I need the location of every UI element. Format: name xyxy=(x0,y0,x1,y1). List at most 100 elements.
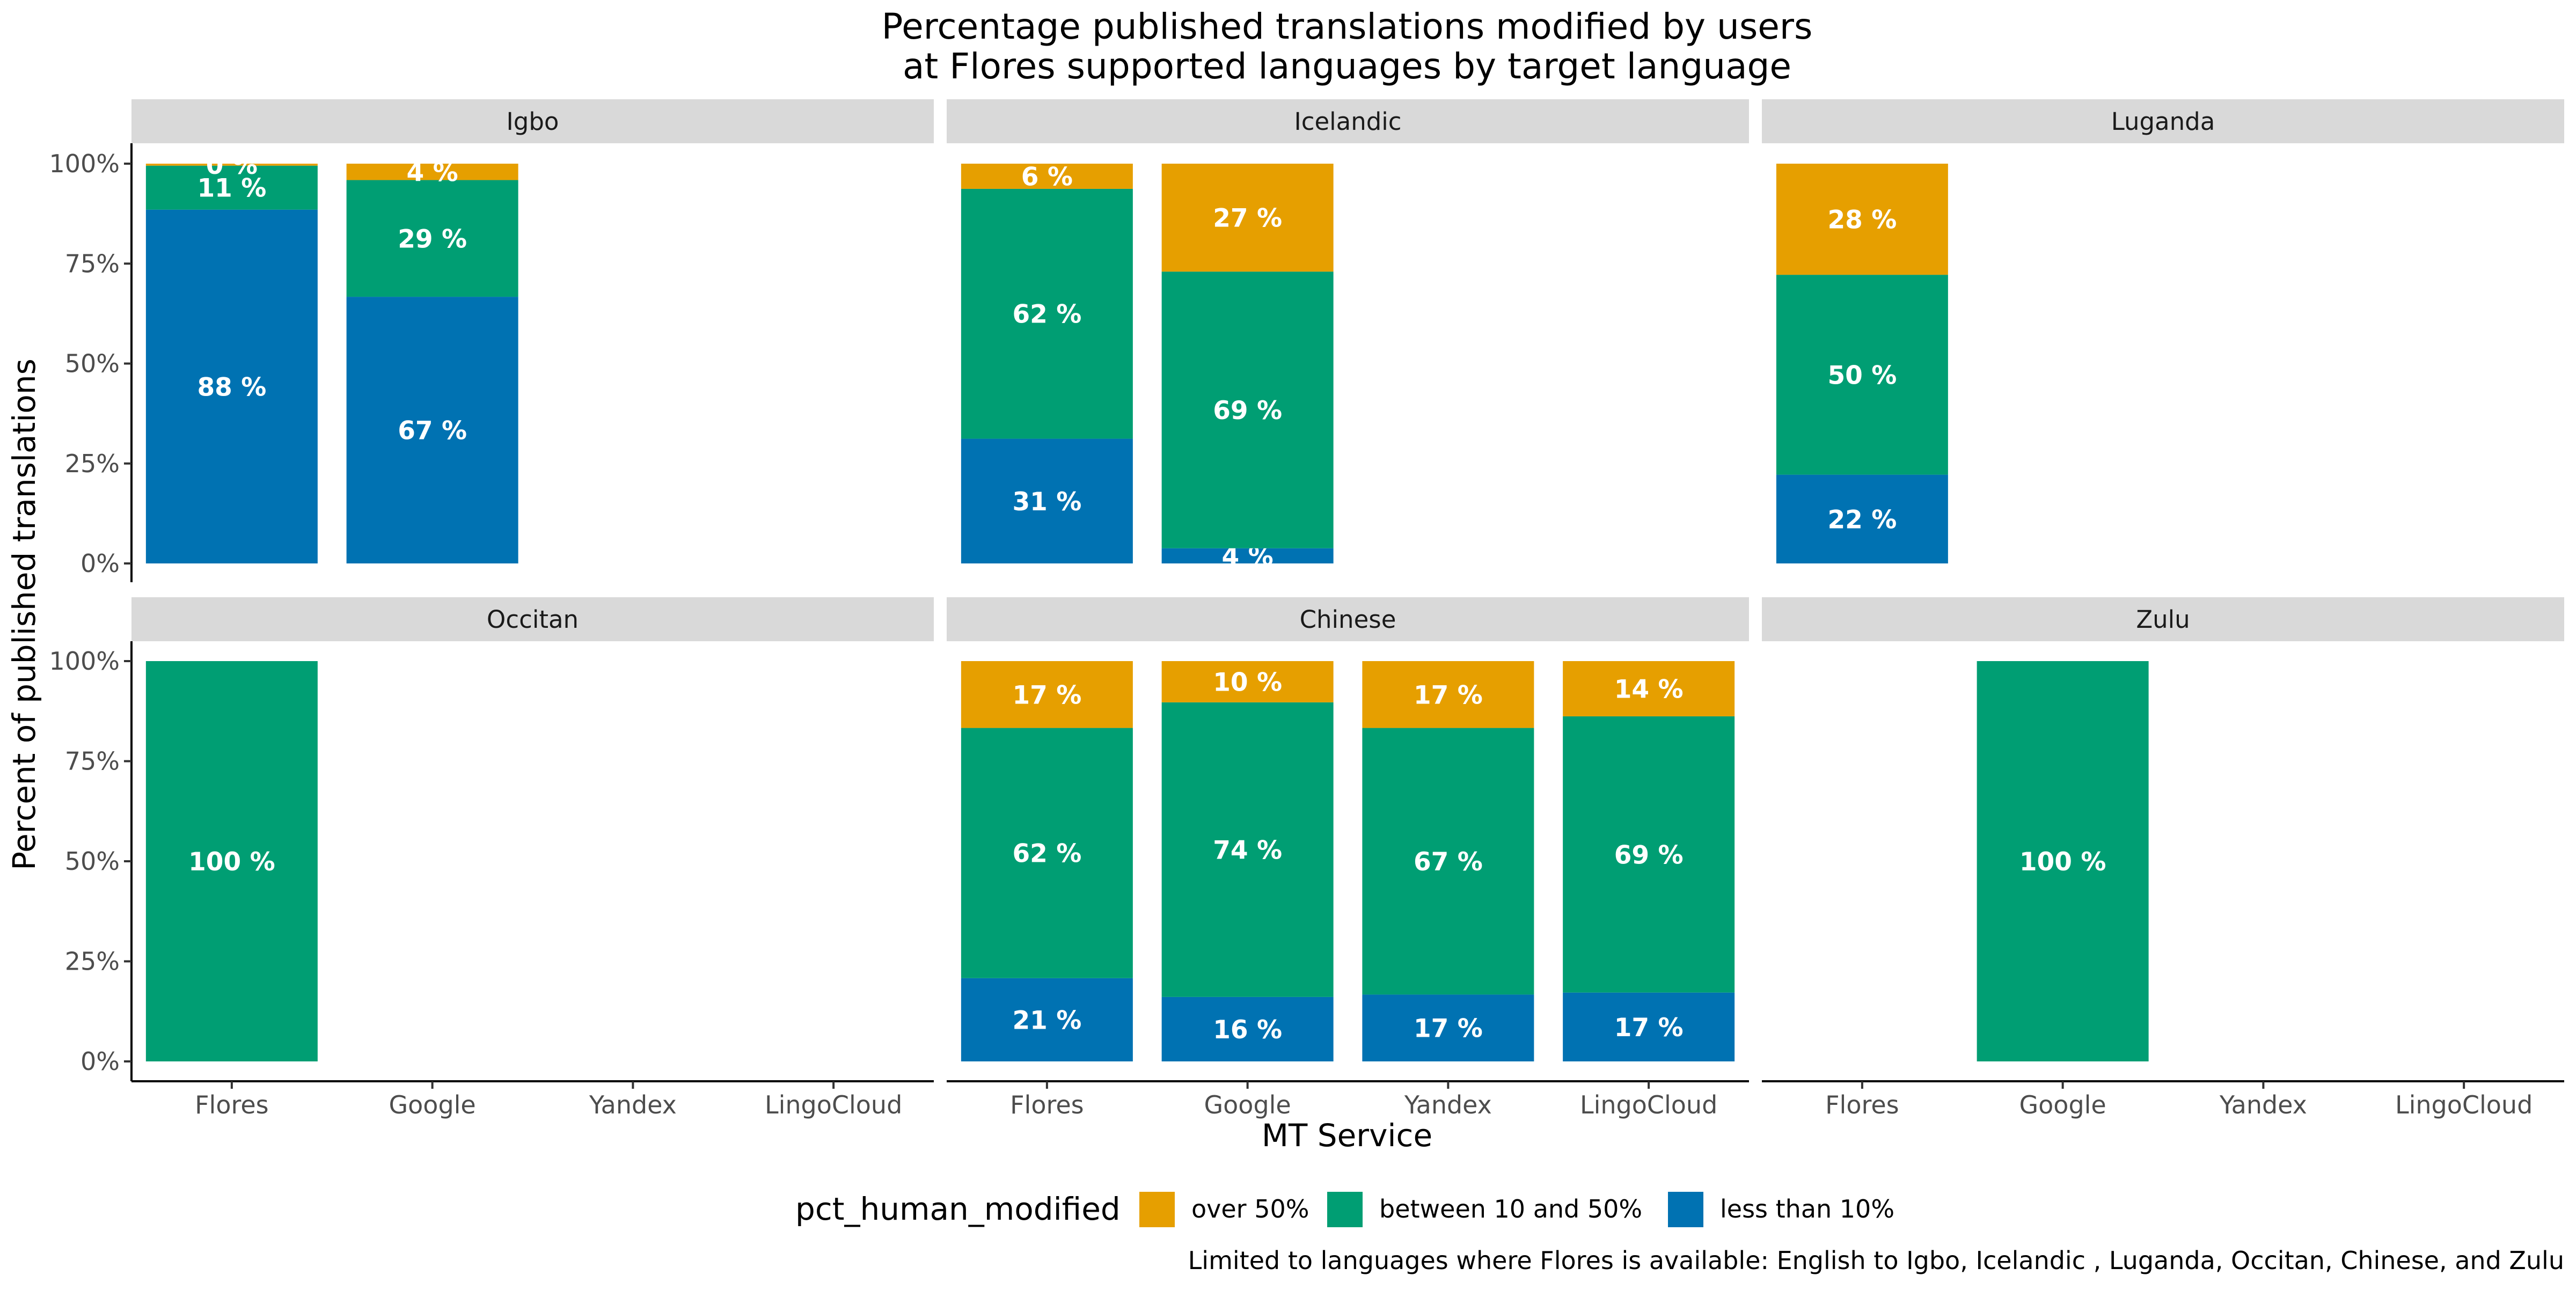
bar-value-label: 100 % xyxy=(188,847,275,877)
x-tick-label: Yandex xyxy=(1404,1090,1492,1119)
x-tick-label: Google xyxy=(389,1090,476,1119)
x-tick-label: Google xyxy=(2019,1090,2106,1119)
bar-segment-between xyxy=(1161,272,1334,548)
bar-segment-over xyxy=(1362,661,1534,728)
bar-value-label: 11 % xyxy=(197,174,266,203)
facet-strip xyxy=(131,597,934,641)
bar-value-label: 14 % xyxy=(1614,675,1684,704)
bar-value-label: 31 % xyxy=(1012,487,1081,517)
y-tick-label: 0% xyxy=(80,549,120,578)
bar-segment-over xyxy=(1776,164,1948,275)
bar-value-label: 69 % xyxy=(1213,396,1282,426)
facet-label: Luganda xyxy=(2111,107,2215,136)
facet-strip xyxy=(1762,597,2564,641)
bar-segment-less xyxy=(1161,996,1334,1061)
bar-segment-over xyxy=(145,164,318,166)
facet-label: Zulu xyxy=(2136,605,2190,634)
bar-value-label: 10 % xyxy=(1213,668,1282,697)
bar-value-label: 29 % xyxy=(398,224,467,254)
x-axis-title: MT Service xyxy=(1262,1117,1432,1154)
facet-strip xyxy=(947,99,1749,143)
chart-title-line: at Flores supported languages by target … xyxy=(903,46,1791,87)
bar-segment-between xyxy=(961,728,1133,978)
bar-segment-between xyxy=(145,661,318,1061)
y-tick-label: 50% xyxy=(65,349,120,378)
bar-segment-less xyxy=(961,438,1133,563)
facet-strip xyxy=(1762,99,2564,143)
x-tick-label: LingoCloud xyxy=(2395,1090,2533,1119)
x-tick-label: Flores xyxy=(1010,1090,1084,1119)
y-axis-title: Percent of published translations xyxy=(6,358,42,870)
bar-value-label: 74 % xyxy=(1213,835,1282,865)
facet-label: Igbo xyxy=(507,107,559,136)
bar-segment-between xyxy=(1563,716,1735,993)
bar-value-label: 62 % xyxy=(1012,300,1081,329)
y-tick-label: 100% xyxy=(49,149,120,178)
legend-key-over xyxy=(1139,1192,1175,1227)
bar-segment-over xyxy=(1161,661,1334,702)
x-tick-label: Yandex xyxy=(589,1090,677,1119)
y-tick-label: 75% xyxy=(65,249,120,278)
facet-label: Occitan xyxy=(487,605,579,634)
bar-segment-less xyxy=(346,297,518,563)
bar-value-label: 17 % xyxy=(1614,1013,1684,1043)
facet-label: Chinese xyxy=(1300,605,1396,634)
bar-segment-less xyxy=(1563,992,1735,1061)
x-tick-label: LingoCloud xyxy=(1580,1090,1717,1119)
y-tick-label: 25% xyxy=(65,947,120,976)
bar-value-label: 67 % xyxy=(398,416,467,446)
y-tick-label: 100% xyxy=(49,647,120,676)
bar-segment-over xyxy=(961,164,1133,189)
bar-value-label: 4 % xyxy=(407,158,458,187)
bar-segment-less xyxy=(1362,994,1534,1061)
bar-value-label: 50 % xyxy=(1827,361,1897,390)
bar-value-label: 27 % xyxy=(1213,204,1282,233)
bar-segment-between xyxy=(1776,275,1948,475)
chart-caption: Limited to languages where Flores is ava… xyxy=(1188,1246,2564,1275)
bar-value-label: 17 % xyxy=(1012,680,1081,710)
facet-strip xyxy=(947,597,1749,641)
bar-value-label: 17 % xyxy=(1414,680,1483,710)
bar-segment-over xyxy=(1563,661,1735,716)
bar-segment-less xyxy=(1161,548,1334,563)
legend-label: over 50% xyxy=(1191,1194,1309,1223)
bar-value-label: 16 % xyxy=(1213,1015,1282,1045)
y-tick-label: 50% xyxy=(65,847,120,876)
bar-value-label: 67 % xyxy=(1414,847,1483,877)
bar-segment-between xyxy=(1362,728,1534,995)
bar-value-label: 28 % xyxy=(1827,206,1897,235)
bar-value-label: 22 % xyxy=(1827,505,1897,534)
bar-segment-less xyxy=(961,978,1133,1061)
legend-label: less than 10% xyxy=(1720,1194,1894,1223)
bar-value-label: 62 % xyxy=(1012,839,1081,869)
bar-segment-between xyxy=(1161,702,1334,997)
bar-segment-less xyxy=(1776,474,1948,563)
bar-value-label: 0 % xyxy=(206,151,258,180)
legend-label: between 10 and 50% xyxy=(1379,1194,1642,1223)
facet-label: Icelandic xyxy=(1294,107,1401,136)
bar-segment-less xyxy=(145,209,318,563)
y-tick-label: 25% xyxy=(65,449,120,478)
bar-segment-over xyxy=(346,164,518,180)
x-tick-label: Google xyxy=(1204,1090,1291,1119)
bar-value-label: 21 % xyxy=(1012,1006,1081,1035)
bar-segment-between xyxy=(1977,661,2149,1061)
bar-segment-over xyxy=(1161,164,1334,272)
x-tick-label: Flores xyxy=(1825,1090,1899,1119)
bar-segment-between xyxy=(346,180,518,297)
bar-segment-between xyxy=(961,188,1133,439)
facet-strip xyxy=(131,99,934,143)
x-tick-label: Flores xyxy=(195,1090,269,1119)
legend-key-less xyxy=(1668,1192,1703,1227)
bar-segment-over xyxy=(961,661,1133,728)
x-tick-label: LingoCloud xyxy=(765,1090,902,1119)
bar-value-label: 6 % xyxy=(1021,162,1073,192)
y-tick-label: 75% xyxy=(65,747,120,776)
bar-segment-between xyxy=(145,165,318,210)
bar-value-label: 17 % xyxy=(1414,1014,1483,1044)
legend-key-between xyxy=(1327,1192,1363,1227)
bar-value-label: 88 % xyxy=(197,372,266,402)
x-tick-label: Yandex xyxy=(2219,1090,2307,1119)
